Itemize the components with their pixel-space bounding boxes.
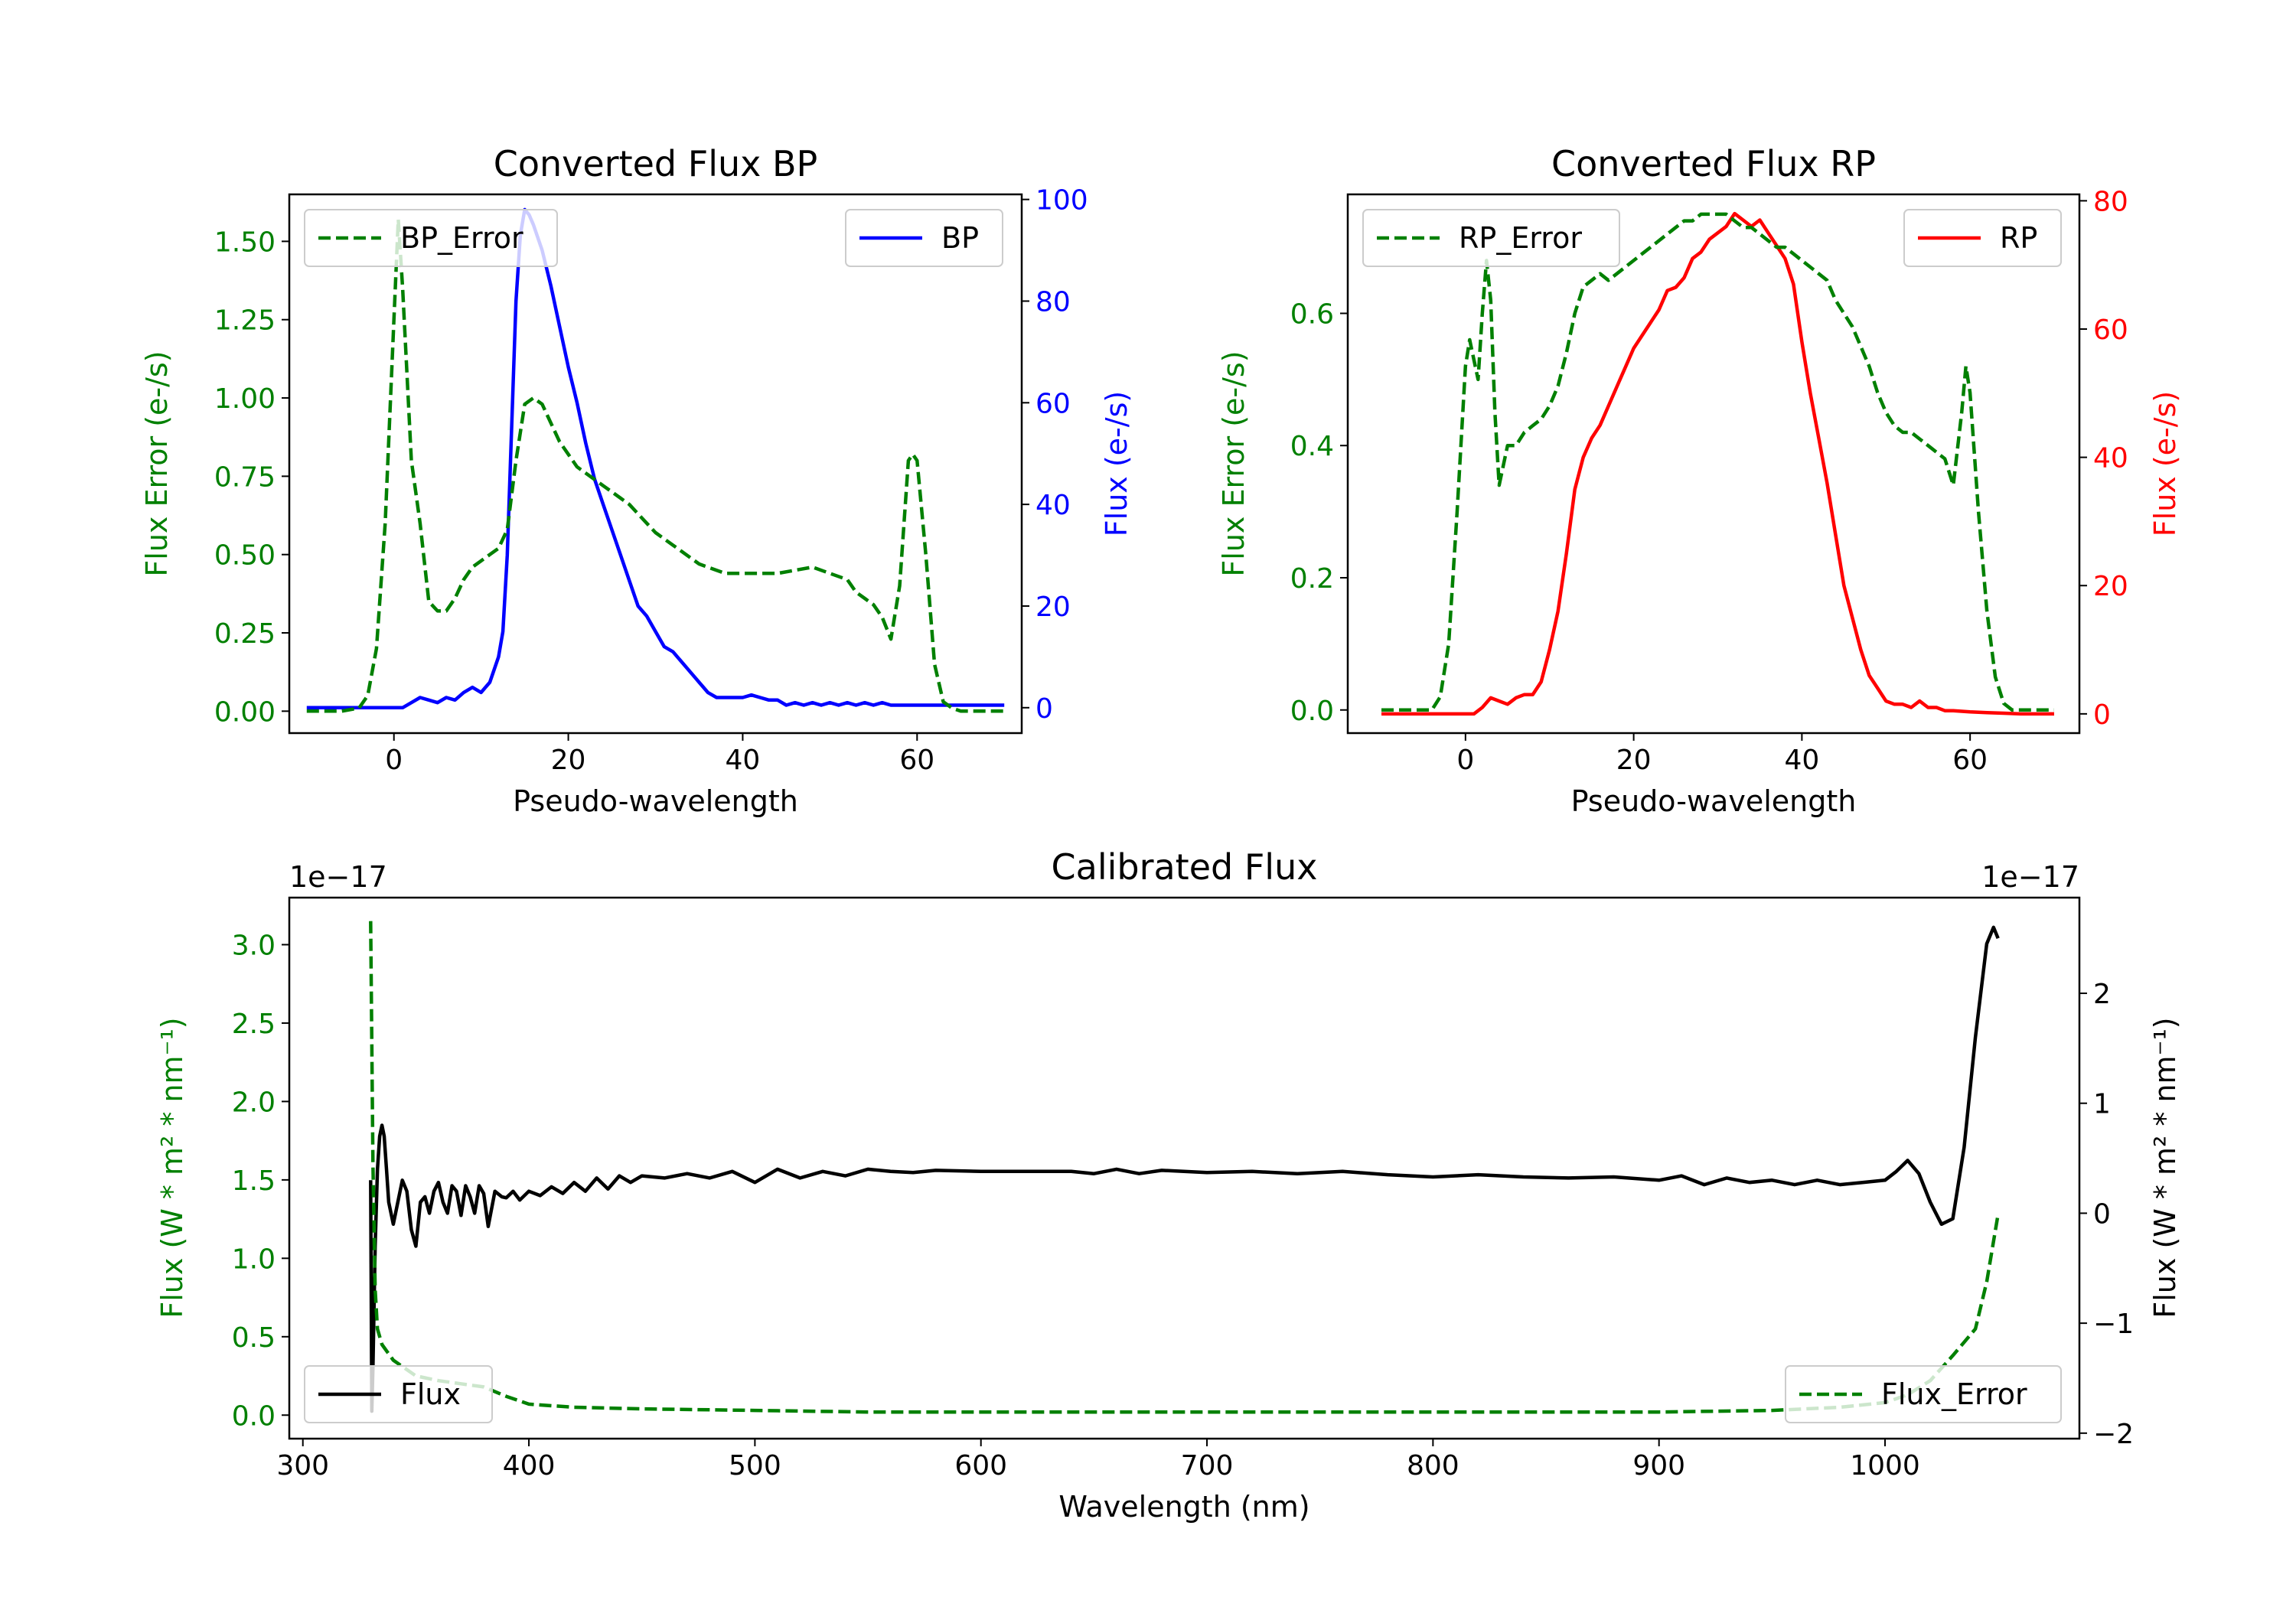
legend-flux: Flux xyxy=(304,1365,493,1423)
y-left-tick-label: 0.2 xyxy=(1290,563,1334,595)
x-tick-label: 900 xyxy=(1632,1450,1685,1482)
y-left-axis-label: Flux Error (e-/s) xyxy=(1217,350,1251,576)
y-left-tick-label: 0.25 xyxy=(214,618,276,650)
x-tick-label: 500 xyxy=(729,1450,781,1482)
y-right-tick-label: 100 xyxy=(1035,185,1088,217)
legend-rp-error: RP_Error xyxy=(1362,209,1620,267)
series-line-rp xyxy=(1381,211,2054,716)
y-left-tick-label: 0.4 xyxy=(1290,431,1334,462)
legend-box xyxy=(1785,1365,2062,1423)
legend-bp-error: BP_Error xyxy=(304,209,558,267)
y-left-tick-label: 1.5 xyxy=(232,1165,276,1197)
series-line-rp-error xyxy=(1381,212,2054,712)
plot-frame xyxy=(288,193,1023,735)
series-group xyxy=(1381,211,2054,716)
legend-label: Flux xyxy=(400,1377,461,1411)
series-line-bp xyxy=(306,207,1005,710)
y-left-tick-label: 0.0 xyxy=(1290,696,1334,727)
y-left-tick-label: 0.75 xyxy=(214,461,276,493)
y-right-tick-label: 0 xyxy=(2093,1198,2111,1230)
x-tick-label: 20 xyxy=(551,745,586,776)
y-right-axis-label: Flux (W * m² * nm⁻¹) xyxy=(2148,1017,2182,1318)
x-axis-label: Pseudo-wavelength xyxy=(1571,784,1857,818)
y-left-tick-label: 1.25 xyxy=(214,305,276,337)
y-right-tick-label: 2 xyxy=(2093,979,2111,1010)
y-right-tick-label: 0 xyxy=(2093,699,2111,731)
y-right-tick-label: 40 xyxy=(1035,490,1071,521)
x-axis-label: Pseudo-wavelength xyxy=(513,784,798,818)
y-right-tick-label: 80 xyxy=(2093,186,2128,217)
y-right-offset-text: 1e−17 xyxy=(1981,860,2079,894)
y-right-axis-label: Flux (e-/s) xyxy=(2148,391,2182,536)
y-right-tick-label: −1 xyxy=(2093,1309,2134,1340)
legend-label: Flux_Error xyxy=(1881,1377,2027,1411)
y-left-tick-label: 0.0 xyxy=(232,1400,276,1432)
y-left-tick-label: 1.50 xyxy=(214,227,276,258)
x-tick-label: 20 xyxy=(1616,745,1652,776)
y-right-axis-label: Flux (e-/s) xyxy=(1100,391,1133,536)
x-tick-label: 0 xyxy=(385,745,403,776)
y-left-axis-label: Flux Error (e-/s) xyxy=(140,350,174,576)
plot-frame xyxy=(288,896,2081,1440)
y-left-tick-label: 0.50 xyxy=(214,540,276,572)
y-right-tick-label: 60 xyxy=(1035,388,1071,419)
y-right-tick-label: −2 xyxy=(2093,1419,2134,1450)
series-group xyxy=(306,207,1005,713)
y-left-tick-label: 2.5 xyxy=(232,1009,276,1040)
x-tick-label: 800 xyxy=(1407,1450,1459,1482)
x-tick-label: 40 xyxy=(1784,745,1819,776)
x-tick-label: 40 xyxy=(726,745,761,776)
y-left-tick-label: 3.0 xyxy=(232,930,276,961)
panel-calibrated-flux: 300 400 500 600 700 800 900 1000 0.0 0.5 1.0 1.5 2.0… xyxy=(155,846,2182,1524)
panel-converted-flux-rp: 0 20 40 60 0.0 0.2 0.4 0.6 0 20 40 60 80 Converted Fl… xyxy=(1217,143,2182,818)
y-right-tick-label: 60 xyxy=(2093,315,2128,346)
y-left-tick-label: 1.0 xyxy=(232,1244,276,1275)
x-tick-label: 60 xyxy=(899,745,934,776)
legend-label: RP xyxy=(2000,221,2037,255)
y-left-tick-label: 0.00 xyxy=(214,696,276,728)
x-tick-label: 1000 xyxy=(1850,1450,1920,1482)
series-line-flux xyxy=(369,925,2000,1413)
legend-bp: BP xyxy=(845,209,1003,267)
legend-label: BP xyxy=(941,221,979,255)
legend-box xyxy=(304,1365,493,1423)
y-left-axis-label: Flux (W * m² * nm⁻¹) xyxy=(155,1017,189,1318)
y-right-tick-label: 20 xyxy=(2093,571,2128,602)
chart-title: Converted Flux RP xyxy=(1551,143,1876,184)
x-tick-label: 0 xyxy=(1456,745,1474,776)
x-axis-label: Wavelength (nm) xyxy=(1058,1490,1309,1524)
x-tick-label: 300 xyxy=(276,1450,329,1482)
x-tick-label: 400 xyxy=(503,1450,556,1482)
legend-box xyxy=(304,209,558,267)
y-right-tick-label: 1 xyxy=(2093,1089,2111,1120)
panel-converted-flux-bp: 0 20 40 60 0.00 0.25 0.50 0.75 1.00 1.25 1.50 0 20 40… xyxy=(140,143,1133,818)
legend-box xyxy=(845,209,1003,267)
legend-flux-error: Flux_Error xyxy=(1785,1365,2062,1423)
y-left-tick-label: 1.00 xyxy=(214,383,276,415)
plot-frame xyxy=(1346,193,2081,735)
legend-box xyxy=(1362,209,1620,267)
y-right-tick-label: 0 xyxy=(1035,693,1053,725)
y-right-tick-label: 80 xyxy=(1035,286,1071,318)
y-left-tick-label: 0.6 xyxy=(1290,298,1334,330)
legend-label: BP_Error xyxy=(400,221,523,255)
x-tick-label: 700 xyxy=(1181,1450,1234,1482)
x-tick-label: 60 xyxy=(1952,745,1988,776)
legend-rp: RP xyxy=(1903,209,2062,267)
chart-title: Calibrated Flux xyxy=(1052,846,1318,888)
legend-label: RP_Error xyxy=(1459,221,1582,255)
y-right-tick-label: 20 xyxy=(1035,592,1071,623)
x-tick-label: 600 xyxy=(954,1450,1007,1482)
y-left-offset-text: 1e−17 xyxy=(289,860,387,894)
y-left-tick-label: 0.5 xyxy=(232,1322,276,1354)
y-left-tick-label: 2.0 xyxy=(232,1087,276,1118)
y-right-tick-label: 40 xyxy=(2093,443,2128,474)
series-line-bp-error xyxy=(306,217,1005,713)
chart-title: Converted Flux BP xyxy=(494,143,818,184)
legend-box xyxy=(1903,209,2062,267)
